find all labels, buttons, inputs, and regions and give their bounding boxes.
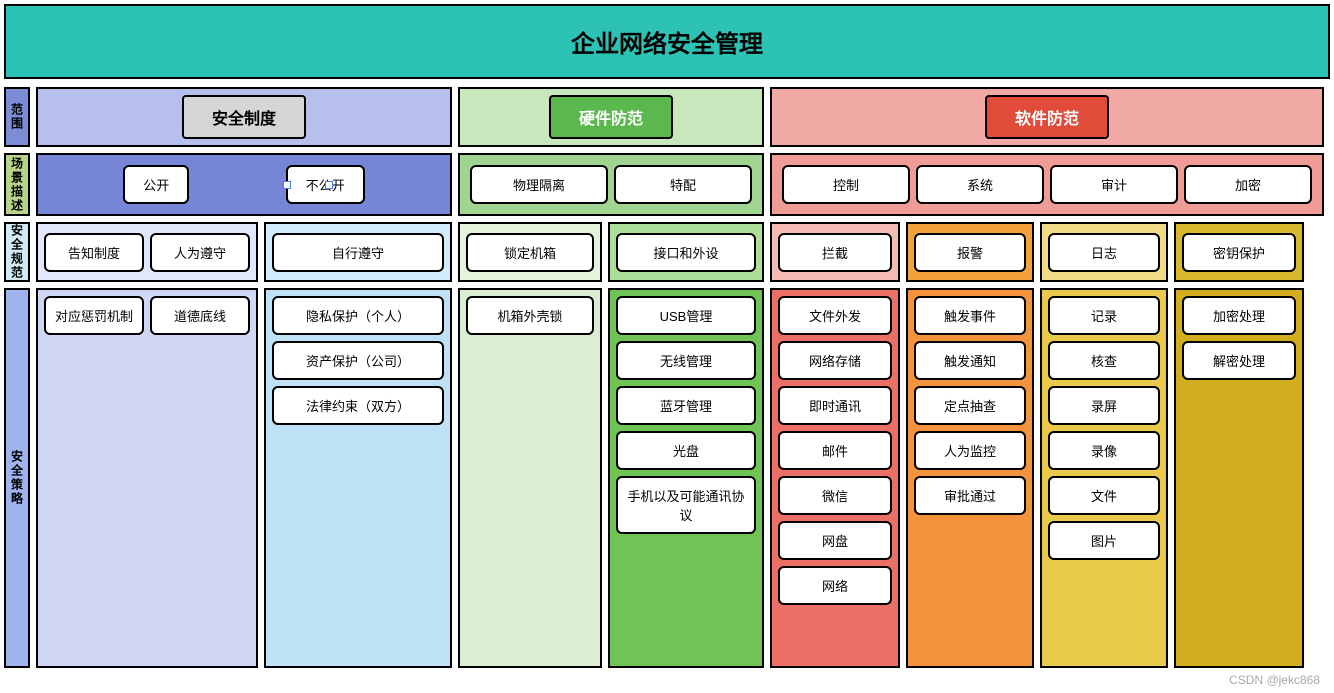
cell: 网络 (778, 566, 892, 605)
strategy-policy-group: 对应惩罚机制道德底线隐私保护（个人） 资产保护（公司） 法律约束（双方） (36, 288, 452, 668)
cell: 光盘 (616, 431, 756, 470)
strategy-sub-block: 记录核查录屏录像文件图片 (1040, 288, 1168, 668)
cell: 网络存储 (778, 341, 892, 380)
cell: 不公开 (286, 165, 365, 204)
cell: USB管理 (616, 296, 756, 335)
cell: 控制 (782, 165, 910, 204)
scope-software-block: 软件防范 (770, 87, 1324, 147)
cell: 报警 (914, 233, 1026, 272)
cell: 公开 (123, 165, 189, 204)
cell: 解密处理 (1182, 341, 1296, 380)
row-scope: 范围 安全制度 硬件防范 软件防范 (4, 87, 1330, 147)
cell: 道德底线 (150, 296, 250, 335)
cell: 对应惩罚机制 (44, 296, 144, 335)
cell: 触发通知 (914, 341, 1026, 380)
cell: 机箱外壳锁 (466, 296, 594, 335)
side-label-scene: 场景描述 (4, 153, 30, 216)
norm-sub-block: 告知制度人为遵守 (36, 222, 258, 282)
cell: 审批通过 (914, 476, 1026, 515)
diagram-root: 企业网络安全管理 范围 安全制度 硬件防范 软件防范 场景描述 公开 不公开 物理… (4, 4, 1330, 668)
cell: 自行遵守 (272, 233, 444, 272)
norm-sub-block: 日志 (1040, 222, 1168, 282)
cell: 资产保护（公司） (272, 341, 444, 380)
norm-policy-group: 告知制度人为遵守自行遵守 (36, 222, 452, 282)
cell: 拦截 (778, 233, 892, 272)
cell: 触发事件 (914, 296, 1026, 335)
page-title: 企业网络安全管理 (4, 4, 1330, 79)
scope-hardware-block: 硬件防范 (458, 87, 764, 147)
header-hardware: 硬件防范 (549, 95, 673, 139)
scene-software-block: 控制系统审计加密 (770, 153, 1324, 216)
row-scene: 场景描述 公开 不公开 物理隔离特配 控制系统审计加密 (4, 153, 1330, 216)
norm-sub-block: 密钥保护 (1174, 222, 1304, 282)
cell: 即时通讯 (778, 386, 892, 425)
cell: 文件 (1048, 476, 1160, 515)
strategy-sub-block: 加密处理解密处理 (1174, 288, 1304, 668)
cell: 密钥保护 (1182, 233, 1296, 272)
row-norm: 安全规范 告知制度人为遵守自行遵守 锁定机箱接口和外设 拦截报警日志密钥保护 (4, 222, 1330, 282)
strategy-sub-block: 机箱外壳锁 (458, 288, 602, 668)
cell: 法律约束（双方） (272, 386, 444, 425)
cell: 物理隔离 (470, 165, 608, 204)
cell: 加密 (1184, 165, 1312, 204)
cell: 人为遵守 (150, 233, 250, 272)
cell: 微信 (778, 476, 892, 515)
scene-hardware-block: 物理隔离特配 (458, 153, 764, 216)
strategy-sub-block: 对应惩罚机制道德底线 (36, 288, 258, 668)
strategy-hardware-group: 机箱外壳锁 USB管理无线管理蓝牙管理光盘手机以及可能通讯协议 (458, 288, 764, 668)
norm-hardware-group: 锁定机箱接口和外设 (458, 222, 764, 282)
norm-software-group: 拦截报警日志密钥保护 (770, 222, 1324, 282)
cell: 隐私保护（个人） (272, 296, 444, 335)
strategy-sub-block: 文件外发网络存储即时通讯邮件微信网盘网络 (770, 288, 900, 668)
cell: 人为监控 (914, 431, 1026, 470)
header-software: 软件防范 (985, 95, 1109, 139)
cell: 日志 (1048, 233, 1160, 272)
cell: 核查 (1048, 341, 1160, 380)
row-strategy: 安全策略 对应惩罚机制道德底线隐私保护（个人）资产保护（公司）法律约束（双方） … (4, 288, 1330, 668)
cell: 录像 (1048, 431, 1160, 470)
watermark: CSDN @jekc868 (1229, 673, 1320, 687)
strategy-sub-block: 隐私保护（个人） 资产保护（公司） 法律约束（双方） (264, 288, 452, 668)
cell: 邮件 (778, 431, 892, 470)
cell: 系统 (916, 165, 1044, 204)
norm-sub-block: 报警 (906, 222, 1034, 282)
cell: 文件外发 (778, 296, 892, 335)
cell: 审计 (1050, 165, 1178, 204)
side-label-strategy: 安全策略 (4, 288, 30, 668)
side-label-scope: 范围 (4, 87, 30, 147)
cell: 定点抽查 (914, 386, 1026, 425)
header-policy: 安全制度 (182, 95, 306, 139)
scene-policy-block: 公开 不公开 (36, 153, 452, 216)
norm-sub-block: 接口和外设 (608, 222, 764, 282)
cell: 无线管理 (616, 341, 756, 380)
cell: 锁定机箱 (466, 233, 594, 272)
cell: 录屏 (1048, 386, 1160, 425)
norm-sub-block: 拦截 (770, 222, 900, 282)
cell: 蓝牙管理 (616, 386, 756, 425)
cell: 接口和外设 (616, 233, 756, 272)
strategy-sub-block: USB管理无线管理蓝牙管理光盘手机以及可能通讯协议 (608, 288, 764, 668)
cell: 网盘 (778, 521, 892, 560)
strategy-sub-block: 触发事件触发通知定点抽查人为监控审批通过 (906, 288, 1034, 668)
scope-policy-block: 安全制度 (36, 87, 452, 147)
cell: 加密处理 (1182, 296, 1296, 335)
cell: 图片 (1048, 521, 1160, 560)
norm-sub-block: 自行遵守 (264, 222, 452, 282)
cell: 告知制度 (44, 233, 144, 272)
norm-sub-block: 锁定机箱 (458, 222, 602, 282)
cell: 记录 (1048, 296, 1160, 335)
strategy-software-group: 文件外发网络存储即时通讯邮件微信网盘网络触发事件触发通知定点抽查人为监控审批通过… (770, 288, 1324, 668)
cell: 手机以及可能通讯协议 (616, 476, 756, 534)
cell: 特配 (614, 165, 752, 204)
side-label-norm: 安全规范 (4, 222, 30, 282)
